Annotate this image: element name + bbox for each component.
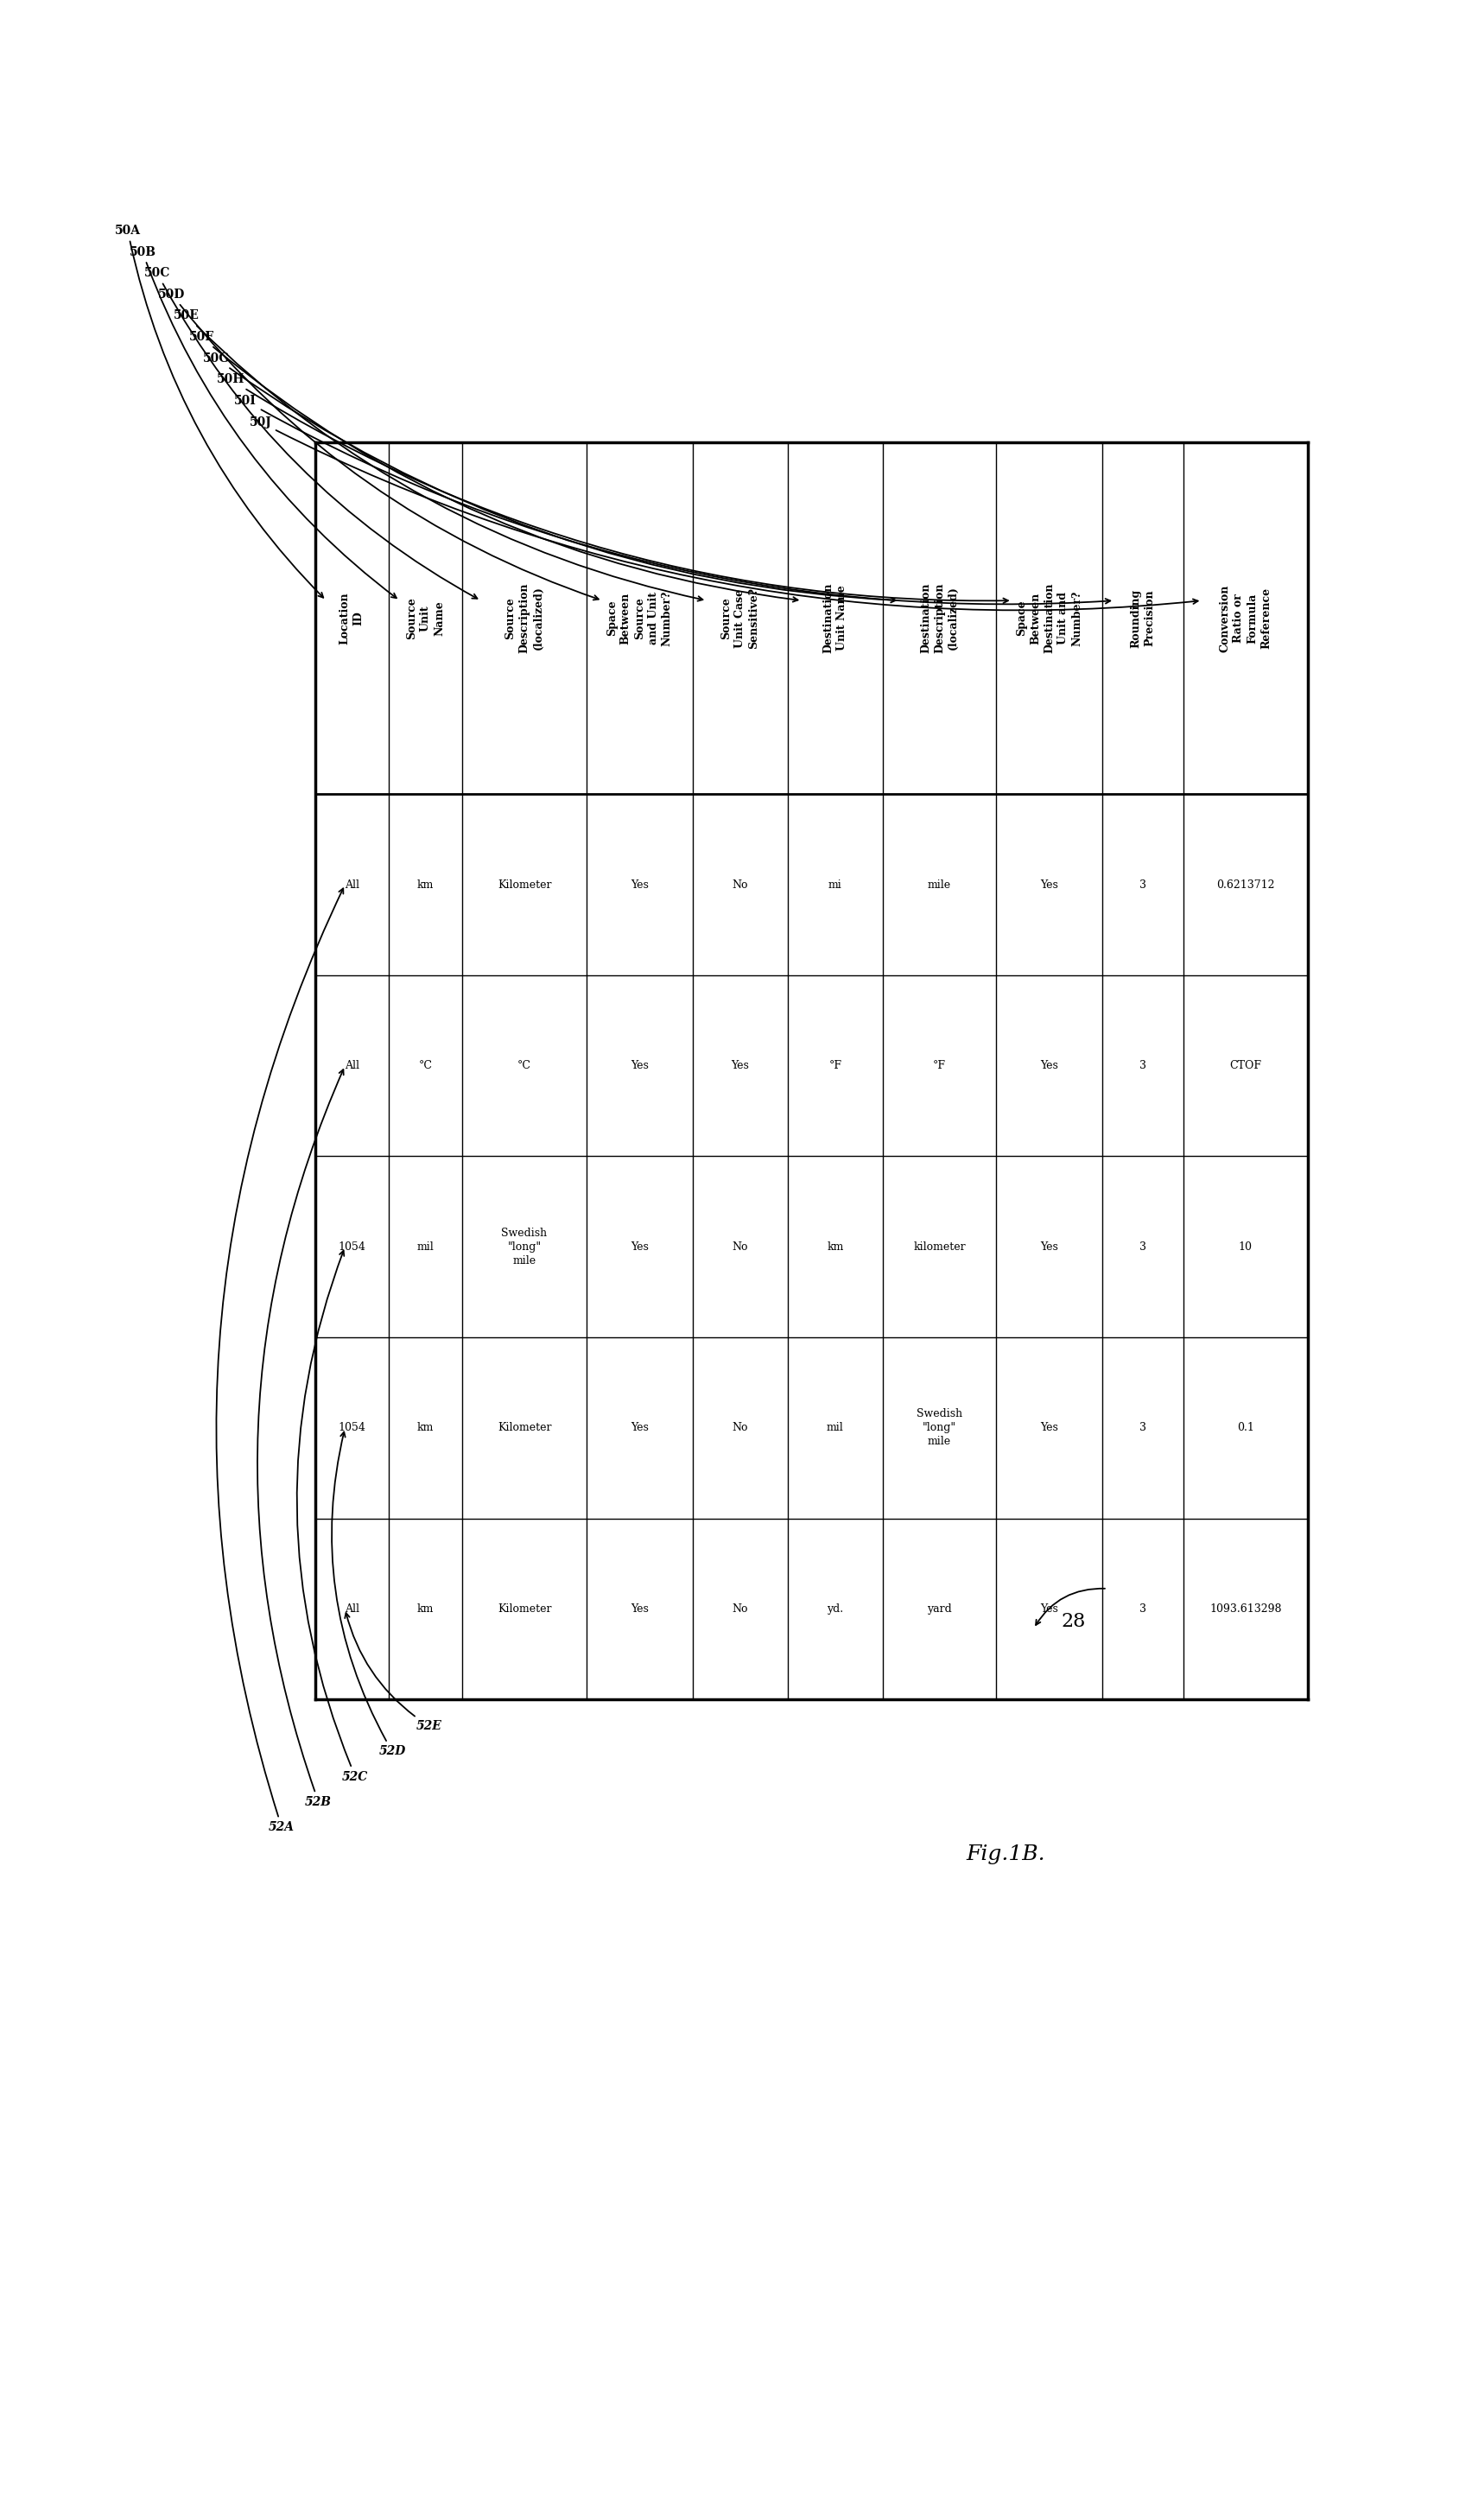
Text: °C: °C bbox=[418, 1061, 433, 1071]
Text: °C: °C bbox=[518, 1061, 531, 1071]
Text: Yes: Yes bbox=[732, 1061, 749, 1071]
Text: Yes: Yes bbox=[1041, 1061, 1058, 1071]
Text: 50A: 50A bbox=[115, 224, 324, 597]
Text: km: km bbox=[417, 1603, 434, 1615]
Text: 28: 28 bbox=[1061, 1613, 1086, 1630]
Text: Kilometer: Kilometer bbox=[498, 1421, 552, 1434]
Text: 52C: 52C bbox=[297, 1250, 368, 1782]
Text: 3: 3 bbox=[1139, 1061, 1147, 1071]
Text: 50J: 50J bbox=[249, 416, 1198, 610]
Text: 0.1: 0.1 bbox=[1236, 1421, 1254, 1434]
Text: All: All bbox=[344, 1603, 359, 1615]
Text: 10: 10 bbox=[1238, 1242, 1253, 1252]
Text: Yes: Yes bbox=[1041, 879, 1058, 890]
Text: 50H: 50H bbox=[216, 373, 1008, 602]
Text: Yes: Yes bbox=[630, 879, 649, 890]
Text: 52A: 52A bbox=[216, 890, 343, 1832]
Text: °F: °F bbox=[829, 1061, 842, 1071]
Text: 0.6213712: 0.6213712 bbox=[1216, 879, 1275, 890]
Text: Source
Description
(localized): Source Description (localized) bbox=[505, 582, 543, 653]
Text: Conversion
Ratio or
Formula
Reference: Conversion Ratio or Formula Reference bbox=[1219, 585, 1272, 653]
Text: No: No bbox=[732, 1242, 748, 1252]
Text: 3: 3 bbox=[1139, 1603, 1147, 1615]
Text: All: All bbox=[344, 879, 359, 890]
Text: 3: 3 bbox=[1139, 1242, 1147, 1252]
Text: Kilometer: Kilometer bbox=[498, 879, 552, 890]
Text: Destination
Unit Name: Destination Unit Name bbox=[823, 582, 848, 653]
Text: 50B: 50B bbox=[130, 247, 396, 597]
Text: 50G: 50G bbox=[203, 353, 895, 602]
Text: 3: 3 bbox=[1139, 879, 1147, 890]
Text: 1054: 1054 bbox=[339, 1421, 365, 1434]
Text: CTOF: CTOF bbox=[1229, 1061, 1262, 1071]
Text: Yes: Yes bbox=[630, 1061, 649, 1071]
Text: kilometer: kilometer bbox=[913, 1242, 966, 1252]
Text: Location
ID: Location ID bbox=[340, 592, 365, 645]
Text: 50D: 50D bbox=[159, 287, 599, 600]
Text: mil: mil bbox=[417, 1242, 434, 1252]
Text: Yes: Yes bbox=[1041, 1242, 1058, 1252]
Text: 50I: 50I bbox=[234, 396, 1110, 605]
Text: 52B: 52B bbox=[258, 1068, 343, 1807]
Text: °F: °F bbox=[933, 1061, 946, 1071]
Text: Yes: Yes bbox=[1041, 1603, 1058, 1615]
Text: Kilometer: Kilometer bbox=[498, 1603, 552, 1615]
Text: 1093.613298: 1093.613298 bbox=[1210, 1603, 1282, 1615]
Text: No: No bbox=[732, 879, 748, 890]
Text: No: No bbox=[732, 1603, 748, 1615]
Text: Source
Unit Case
Sensitive?: Source Unit Case Sensitive? bbox=[721, 587, 760, 648]
Text: 50F: 50F bbox=[188, 330, 798, 602]
Text: mil: mil bbox=[827, 1421, 843, 1434]
Text: Rounding
Precision: Rounding Precision bbox=[1130, 590, 1156, 648]
Text: Source
Unit
Name: Source Unit Name bbox=[406, 597, 445, 640]
Text: 52E: 52E bbox=[344, 1613, 442, 1731]
Text: Yes: Yes bbox=[630, 1603, 649, 1615]
Text: yard: yard bbox=[927, 1603, 952, 1615]
Text: Space
Between
Destination
Unit and
Number?: Space Between Destination Unit and Numbe… bbox=[1016, 582, 1082, 653]
Text: mile: mile bbox=[927, 879, 951, 890]
Text: Space
Between
Source
and Unit
Number?: Space Between Source and Unit Number? bbox=[606, 590, 673, 645]
Text: 1054: 1054 bbox=[339, 1242, 365, 1252]
Text: km: km bbox=[417, 1421, 434, 1434]
Text: 50C: 50C bbox=[144, 267, 477, 600]
Text: 52D: 52D bbox=[331, 1431, 406, 1756]
Text: 3: 3 bbox=[1139, 1421, 1147, 1434]
Text: Swedish
"long"
mile: Swedish "long" mile bbox=[917, 1409, 963, 1446]
Text: mi: mi bbox=[829, 879, 842, 890]
Text: Swedish
"long"
mile: Swedish "long" mile bbox=[502, 1227, 548, 1265]
Text: Fig.1B.: Fig.1B. bbox=[966, 1845, 1045, 1865]
Text: km: km bbox=[417, 879, 434, 890]
Text: 50E: 50E bbox=[174, 310, 702, 600]
Text: Yes: Yes bbox=[630, 1421, 649, 1434]
Text: No: No bbox=[732, 1421, 748, 1434]
Text: Destination
Description
(localized): Destination Description (localized) bbox=[920, 582, 958, 653]
Text: Yes: Yes bbox=[630, 1242, 649, 1252]
Text: yd.: yd. bbox=[827, 1603, 843, 1615]
Text: Yes: Yes bbox=[1041, 1421, 1058, 1434]
Text: km: km bbox=[827, 1242, 843, 1252]
Text: All: All bbox=[344, 1061, 359, 1071]
